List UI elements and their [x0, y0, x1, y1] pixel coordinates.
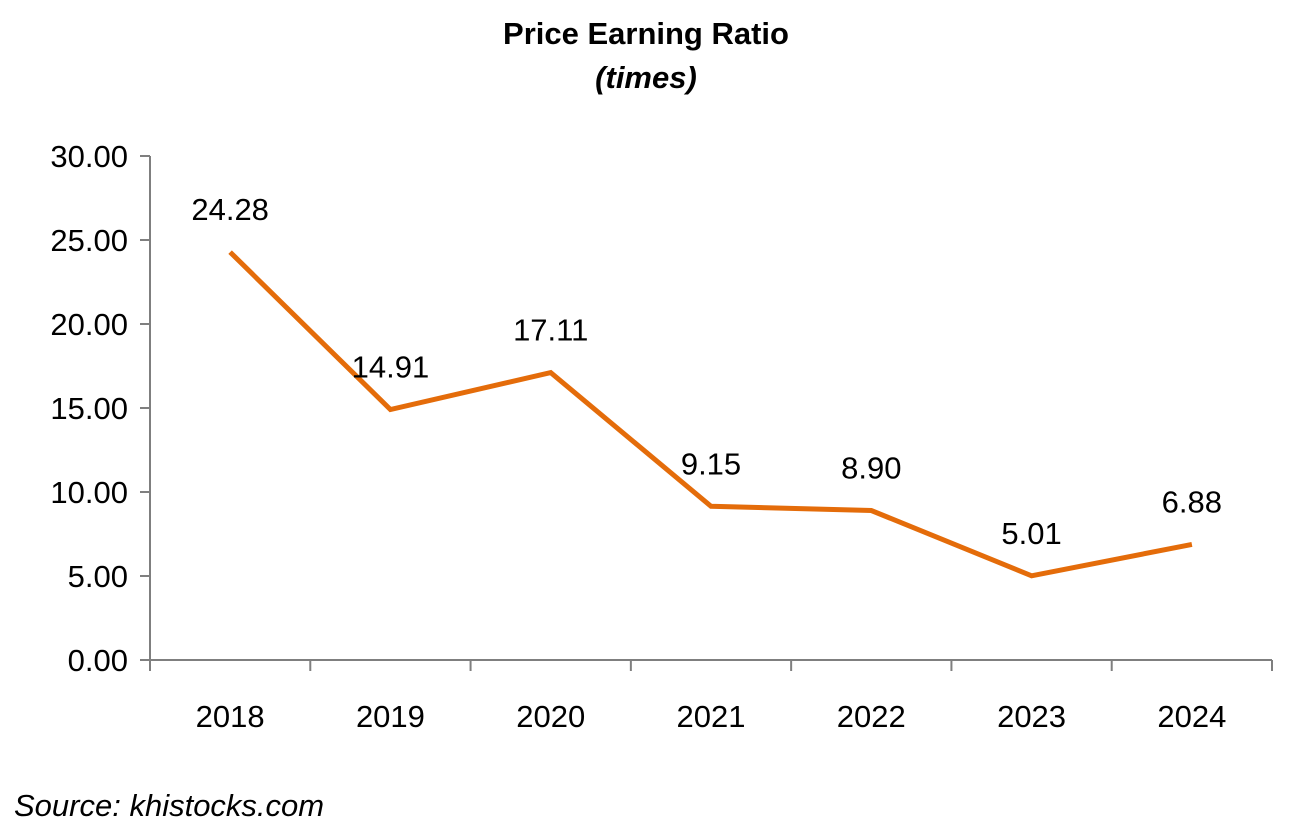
- data-labels: 24.28 14.91 17.11 9.15 8.90 5.01 6.88: [191, 192, 1222, 551]
- y-tick-label: 5.00: [68, 559, 128, 594]
- source-note: Source: khistocks.com: [14, 788, 325, 823]
- x-tick-label: 2020: [516, 699, 585, 734]
- x-tick-label: 2022: [837, 699, 906, 734]
- data-label: 5.01: [1001, 516, 1061, 551]
- data-label: 6.88: [1162, 484, 1222, 519]
- x-tick-label: 2018: [196, 699, 265, 734]
- data-label: 8.90: [841, 450, 901, 485]
- data-label: 9.15: [681, 446, 741, 481]
- y-tick-label: 20.00: [50, 307, 128, 342]
- data-label: 24.28: [191, 192, 269, 227]
- data-label: 14.91: [352, 350, 430, 385]
- chart-subtitle: (times): [595, 60, 697, 95]
- y-tick-label: 15.00: [50, 391, 128, 426]
- chart-title: Price Earning Ratio: [503, 16, 789, 51]
- y-tick-label: 10.00: [50, 475, 128, 510]
- x-tick-label: 2019: [356, 699, 425, 734]
- y-tick-label: 0.00: [68, 643, 128, 678]
- y-tick-label: 25.00: [50, 223, 128, 258]
- x-tick-label: 2023: [997, 699, 1066, 734]
- series-line-group: [228, 250, 1193, 579]
- y-tick-label: 30.00: [50, 139, 128, 174]
- x-tick-label: 2024: [1157, 699, 1226, 734]
- data-label: 17.11: [513, 313, 588, 348]
- axes: 0.00 5.00 10.00 15.00 20.00 25.00 30.00 2018 201…: [50, 139, 1273, 734]
- x-tick-label: 2021: [677, 699, 746, 734]
